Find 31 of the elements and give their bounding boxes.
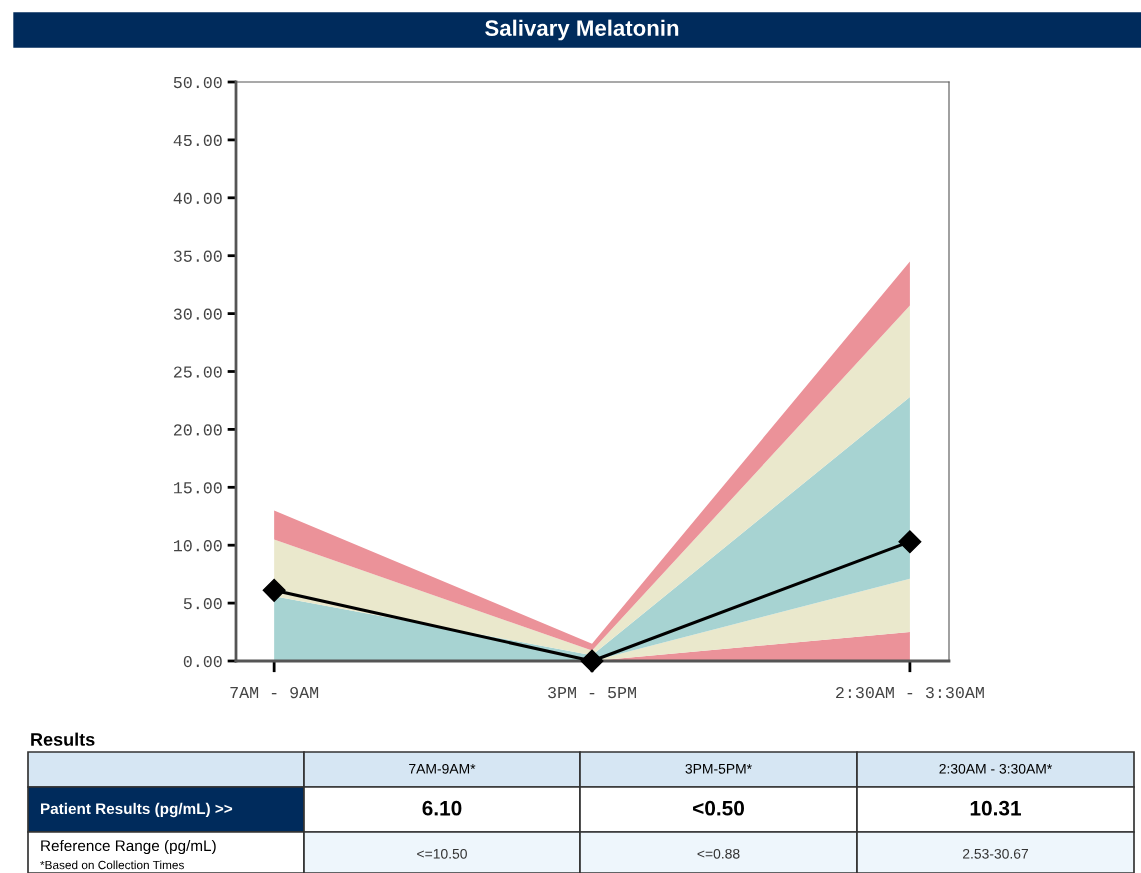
y-tick-label: 40.00 [173, 192, 222, 204]
x-tick-label: 2:30AM - 3:30AM [836, 686, 984, 699]
text: Results [31, 732, 95, 746]
text: <=10.50 [417, 848, 467, 859]
text: Reference Range (pg/mL) [41, 839, 216, 855]
text: 3PM-5PM* [685, 763, 752, 774]
y-tick-label: 0.00 [183, 655, 222, 668]
text: <0.50 [693, 800, 744, 816]
y-tick-label: 25.00 [173, 366, 222, 378]
y-tick-label: 10.00 [174, 540, 222, 552]
y-tick-label: 15.00 [174, 482, 222, 494]
text: 6.10 [422, 800, 462, 816]
text: 2.53-30.67 [963, 848, 1029, 859]
text: 7AM-9AM* [409, 763, 476, 774]
y-tick-label: 30.00 [173, 308, 222, 320]
text: *Based on Collection Times [40, 860, 184, 870]
y-tick-label: 5.00 [183, 597, 222, 610]
text: Patient Results (pg/mL) >> [41, 802, 233, 818]
text: 10.31 [970, 800, 1021, 816]
text: 2:30AM - 3:30AM* [939, 763, 1053, 774]
text: <=0.88 [697, 848, 740, 859]
y-tick-label: 20.00 [173, 424, 222, 436]
point [580, 649, 604, 673]
point [262, 578, 286, 602]
x-tick-label: 3PM - 5PM [548, 686, 636, 699]
y-tick-label: 50.00 [173, 76, 222, 89]
y-tick-label: 45.00 [173, 134, 222, 147]
chart-title: Salivary Melatonin [485, 19, 679, 41]
x-tick-label: 7AM - 9AM [230, 686, 319, 699]
y-tick-label: 35.00 [173, 250, 222, 262]
point [898, 530, 922, 554]
